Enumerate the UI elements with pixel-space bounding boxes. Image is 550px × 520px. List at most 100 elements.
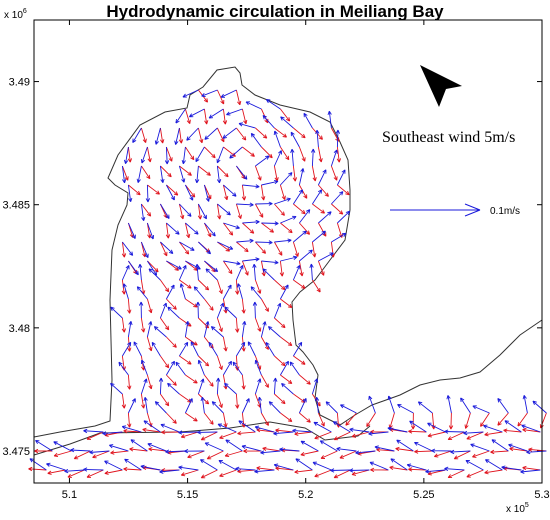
velocity-vector-bottom (179, 355, 192, 365)
velocity-vector-surface (122, 283, 129, 300)
y-tick-label: 3.475 (2, 446, 30, 458)
velocity-vector-surface (148, 268, 161, 281)
velocity-vector-bottom (187, 450, 205, 459)
velocity-vector-surface (140, 464, 161, 471)
velocity-vector-surface (387, 395, 395, 414)
velocity-vector-surface (127, 398, 136, 414)
velocity-vector-bottom (121, 393, 127, 409)
velocity-vector-bottom (262, 446, 281, 452)
velocity-vector-surface (273, 377, 278, 395)
velocity-vector-surface (311, 378, 319, 395)
velocity-vector-surface (252, 301, 258, 319)
plot-area-frame (33, 19, 543, 484)
velocity-vector-surface (290, 131, 300, 148)
velocity-vector-bottom (503, 428, 522, 433)
velocity-vector-bottom (331, 203, 344, 215)
velocity-vector-bottom (166, 412, 177, 424)
velocity-vector-surface (166, 184, 175, 201)
velocity-vector-surface (349, 468, 370, 473)
velocity-vector-surface (521, 424, 541, 433)
velocity-vector-bottom (370, 467, 389, 473)
velocity-vector-surface (204, 222, 216, 237)
velocity-vector-surface (331, 232, 347, 243)
velocity-vector-surface (122, 341, 132, 357)
velocity-vector-bottom (261, 298, 269, 312)
velocity-vector-surface (289, 361, 300, 376)
velocity-vector-bottom (185, 336, 198, 346)
velocity-vector-surface (292, 428, 313, 433)
velocity-vector-bottom (206, 450, 224, 460)
velocity-vector-surface (121, 265, 130, 281)
velocity-vector-surface (446, 395, 452, 414)
velocity-vector-bottom (217, 241, 231, 252)
velocity-vector-bottom (222, 184, 229, 201)
velocity-vector-surface (330, 468, 351, 473)
velocity-vector-bottom (127, 412, 132, 428)
velocity-vector-surface (273, 302, 282, 319)
velocity-vector-bottom (274, 203, 285, 216)
velocity-vector-surface (273, 463, 294, 471)
velocity-vector-bottom (123, 428, 142, 434)
velocity-vector-surface (46, 462, 66, 471)
velocity-vector-surface (160, 203, 170, 219)
velocity-vector-surface (159, 302, 168, 319)
velocity-vector-surface (312, 230, 326, 243)
velocity-vector-surface (374, 445, 395, 452)
x-tick-label: 5.1 (62, 489, 77, 501)
velocity-vector-bottom (121, 241, 127, 258)
velocity-vector-bottom (216, 127, 225, 143)
velocity-vector-surface (252, 263, 257, 281)
velocity-vector-bottom (146, 374, 153, 390)
velocity-vector-bottom (216, 279, 223, 295)
velocity-vector-bottom (185, 184, 196, 198)
velocity-vector-bottom (389, 465, 408, 471)
velocity-vector-bottom (242, 222, 255, 234)
velocity-vector-surface (147, 260, 158, 276)
velocity-vector-surface (179, 241, 195, 251)
y-tick-label: 3.485 (2, 200, 30, 212)
velocity-vector-surface (336, 169, 346, 186)
velocity-vector-bottom (260, 184, 266, 201)
velocity-vector-bottom (480, 412, 490, 427)
velocity-vector-surface (145, 184, 151, 203)
velocity-vector-bottom (128, 184, 141, 196)
velocity-vector-surface (203, 184, 210, 202)
velocity-vector-bottom (223, 260, 233, 275)
velocity-vector-bottom (317, 412, 325, 427)
velocity-vector-bottom (147, 260, 159, 273)
velocity-vector-bottom (241, 184, 247, 201)
velocity-vector-bottom (236, 241, 249, 253)
velocity-vector-surface (254, 378, 262, 395)
velocity-vector-surface (497, 398, 509, 414)
velocity-vector-surface (184, 320, 190, 338)
velocity-vector-surface (200, 396, 205, 414)
velocity-vector-surface (217, 203, 231, 216)
velocity-vector-bottom (179, 279, 192, 289)
velocity-vector-bottom (466, 469, 484, 478)
velocity-vector-surface (232, 361, 243, 376)
velocity-vector-bottom (427, 431, 446, 438)
velocity-vector-bottom (222, 336, 228, 352)
velocity-vector-surface (238, 420, 256, 433)
velocity-vector-surface (340, 404, 357, 414)
velocity-vector-bottom (104, 469, 123, 475)
velocity-vector-surface (414, 441, 433, 452)
velocity-vector-surface (261, 179, 279, 186)
x-axis-multiplier: x 105 (506, 502, 529, 515)
velocity-vector-surface (236, 202, 254, 207)
velocity-vector-bottom (448, 412, 454, 430)
velocity-vector-surface (255, 201, 273, 206)
velocity-vector-surface (242, 219, 260, 225)
velocity-vector-surface (242, 257, 260, 262)
velocity-vector-bottom (203, 108, 209, 125)
velocity-vector-surface (225, 439, 243, 452)
velocity-vector-surface (160, 423, 180, 433)
velocity-vector-surface (179, 283, 186, 300)
velocity-vector-bottom (86, 431, 104, 440)
velocity-vector-bottom (299, 222, 311, 235)
velocity-vector-bottom (293, 203, 306, 215)
velocity-vector-bottom (166, 374, 177, 386)
velocity-vector-bottom (280, 374, 293, 385)
velocity-vector-bottom (261, 374, 269, 388)
velocity-vector-surface (281, 382, 294, 395)
